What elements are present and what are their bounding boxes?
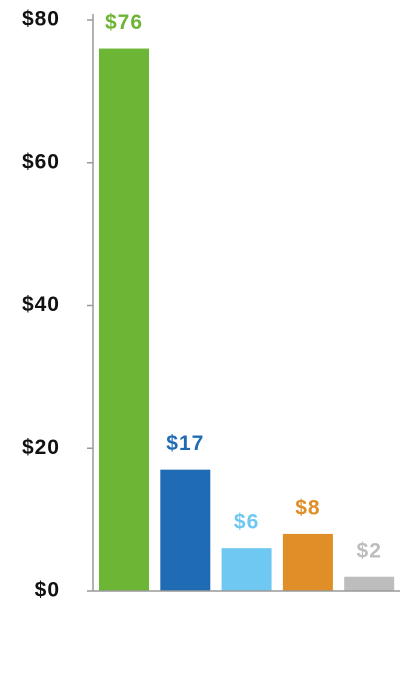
bar (344, 576, 395, 591)
y-tick-label: $40 (22, 293, 60, 316)
data-label: $17 (166, 432, 204, 455)
bar (99, 48, 149, 592)
data-label: $6 (234, 511, 259, 534)
bar (282, 533, 333, 591)
y-tick-label: $20 (22, 436, 60, 459)
y-tick-label: $0 (35, 579, 60, 602)
y-tick-label: $60 (22, 150, 60, 173)
data-label: $76 (105, 11, 143, 34)
bar (221, 548, 272, 591)
bar (160, 469, 211, 591)
data-label: $2 (357, 539, 382, 562)
data-label: $8 (295, 496, 320, 519)
y-tick-label: $80 (22, 8, 60, 31)
